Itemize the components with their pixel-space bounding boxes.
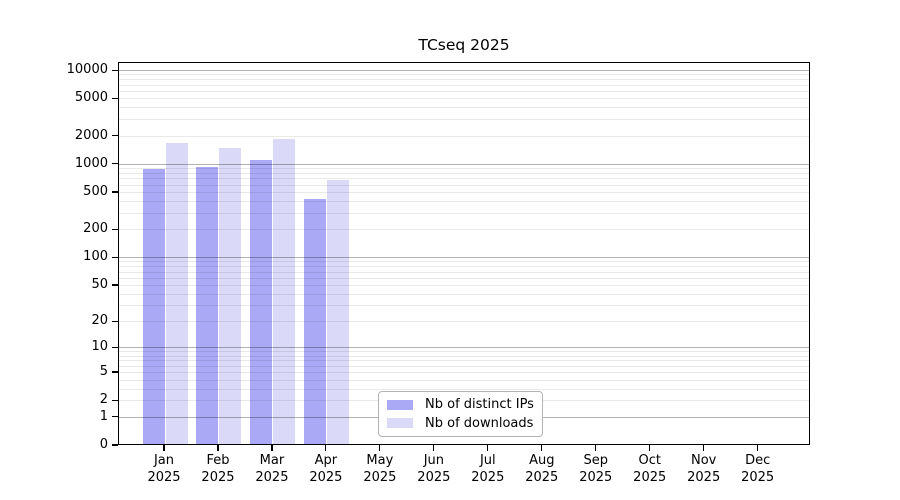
y-tick-500 [112, 191, 118, 193]
minor-gridline-9000 [119, 74, 809, 76]
legend-label-downloads: Nb of downloads [425, 415, 534, 431]
y-tick-label-10: 10 [91, 339, 108, 355]
x-tick-oct [649, 445, 651, 451]
x-tick-apr [325, 445, 327, 451]
x-tick-label-may: May 2025 [363, 453, 397, 485]
bar-downloads-jan [165, 143, 188, 444]
x-tick-label-jul: Jul 2025 [471, 453, 505, 485]
y-tick-2 [112, 399, 118, 401]
x-tick-label-feb: Feb 2025 [201, 453, 235, 485]
x-tick-feb [217, 445, 219, 451]
bar-distinct-ips-jan [142, 169, 165, 444]
bar-distinct-ips-mar [250, 160, 273, 444]
chart-title: TCseq 2025 [418, 36, 510, 54]
y-tick-5000 [112, 97, 118, 99]
y-tick-label-200: 200 [83, 221, 108, 237]
bar-distinct-ips-apr [304, 198, 327, 444]
y-tick-0 [112, 444, 118, 446]
minor-gridline-8000 [119, 79, 809, 81]
y-tick-1000 [112, 163, 118, 165]
y-tick-10 [112, 346, 118, 348]
y-tick-20 [112, 320, 118, 322]
y-tick-label-2: 2 [99, 392, 108, 408]
x-tick-dec [757, 445, 759, 451]
x-tick-label-jun: Jun 2025 [417, 453, 451, 485]
x-tick-aug [541, 445, 543, 451]
x-tick-label-apr: Apr 2025 [309, 453, 343, 485]
y-tick-label-500: 500 [83, 184, 108, 200]
y-tick-2000 [112, 135, 118, 137]
minor-gridline-6000 [119, 90, 809, 92]
x-tick-label-mar: Mar 2025 [255, 453, 289, 485]
y-tick-200 [112, 228, 118, 230]
minor-gridline-3000 [119, 119, 809, 121]
bar-downloads-feb [219, 148, 242, 444]
x-tick-mar [271, 445, 273, 451]
bar-downloads-apr [327, 179, 350, 444]
y-tick-label-0: 0 [99, 437, 108, 452]
y-tick-label-2000: 2000 [74, 127, 108, 143]
legend-label-distinct-ips: Nb of distinct IPs [425, 397, 534, 413]
major-gridline-10000 [119, 70, 809, 72]
legend-swatch-downloads [387, 417, 413, 429]
minor-gridline-7000 [119, 84, 809, 86]
x-tick-jan [163, 445, 165, 451]
legend: Nb of distinct IPs Nb of downloads [378, 391, 543, 437]
y-tick-label-20: 20 [91, 313, 108, 329]
y-tick-label-50: 50 [91, 277, 108, 292]
y-tick-label-5: 5 [99, 364, 108, 380]
x-tick-label-oct: Oct 2025 [633, 453, 667, 485]
x-tick-jun [433, 445, 435, 451]
x-tick-jul [487, 445, 489, 451]
x-tick-nov [703, 445, 705, 451]
y-tick-1 [112, 416, 118, 418]
y-tick-label-1: 1 [99, 408, 108, 424]
y-tick-label-10000: 10000 [66, 62, 108, 78]
minor-gridline-5000 [119, 98, 809, 100]
y-tick-5 [112, 371, 118, 373]
legend-swatch-distinct-ips [387, 399, 413, 411]
y-tick-100 [112, 256, 118, 258]
x-tick-label-sep: Sep 2025 [579, 453, 613, 485]
x-tick-label-dec: Dec 2025 [741, 453, 775, 485]
x-tick-label-jan: Jan 2025 [147, 453, 181, 485]
y-tick-10000 [112, 69, 118, 71]
x-tick-may [379, 445, 381, 451]
minor-gridline-2000 [119, 135, 809, 137]
x-tick-label-nov: Nov 2025 [687, 453, 721, 485]
minor-gridline-4000 [119, 107, 809, 109]
x-tick-sep [595, 445, 597, 451]
bar-downloads-mar [273, 139, 296, 444]
y-tick-label-100: 100 [83, 249, 108, 265]
x-tick-label-aug: Aug 2025 [525, 453, 559, 485]
y-tick-label-5000: 5000 [74, 90, 108, 106]
y-tick-label-1000: 1000 [74, 155, 108, 171]
y-tick-50 [112, 284, 118, 286]
legend-item-downloads: Nb of downloads [387, 416, 534, 431]
legend-item-distinct-ips: Nb of distinct IPs [387, 397, 534, 412]
bar-distinct-ips-feb [196, 167, 219, 444]
